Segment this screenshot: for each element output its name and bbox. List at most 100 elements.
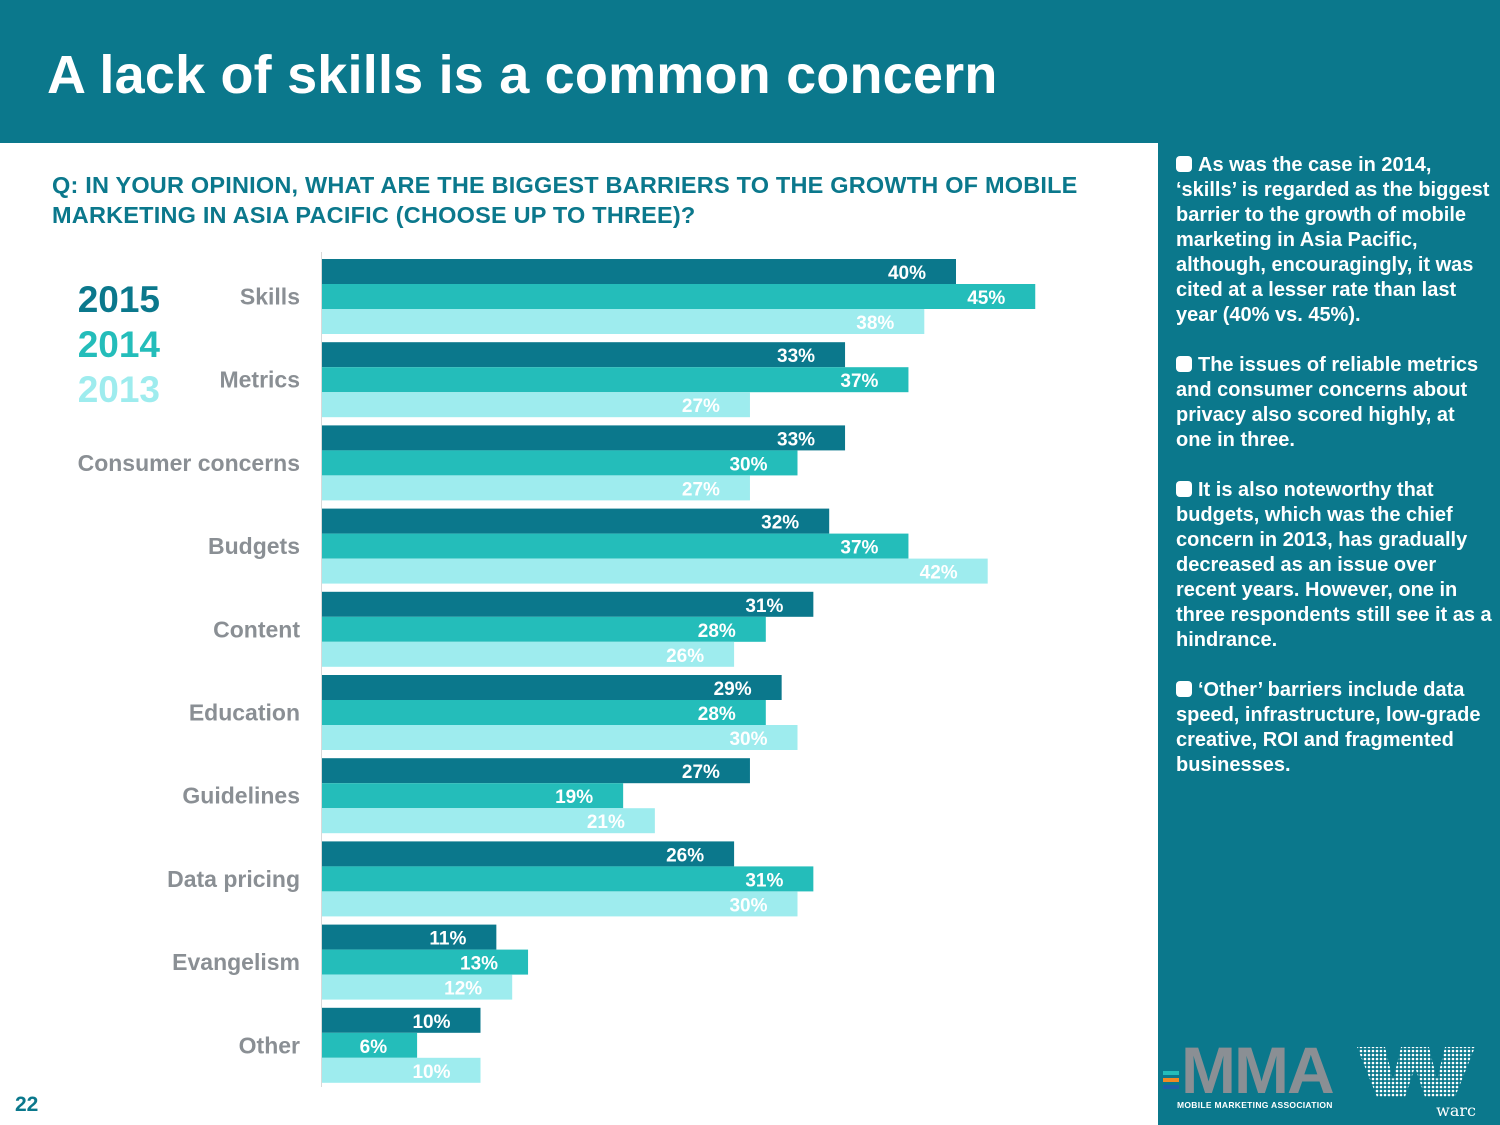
bar-2014 (322, 783, 624, 809)
data-label: 31% (745, 596, 783, 617)
bar-2015 (322, 924, 497, 950)
legend-2015: 2015 (77, 279, 160, 320)
data-label: 30% (729, 454, 767, 475)
barriers-bar-chart: Skills 40% 45% 38% Metrics 33% 37% 27% Consumer … (78, 252, 1036, 1087)
bar-2014 (322, 533, 909, 559)
bar-2013 (322, 891, 798, 917)
bar-2015 (322, 675, 782, 700)
data-label: 33% (777, 429, 815, 450)
commentary-notes: As was the case in 2014, ‘skills’ is reg… (1176, 153, 1494, 803)
bar-2015 (322, 259, 956, 284)
note-2: The issues of reliable metrics and consu… (1176, 353, 1494, 453)
category-label: Budgets (208, 533, 300, 559)
note-4: ‘Other’ barriers include data speed, inf… (1176, 678, 1494, 778)
data-label: 13% (460, 954, 498, 975)
survey-question: Q: IN YOUR OPINION, WHAT ARE THE BIGGEST… (52, 172, 1078, 228)
chart-legend: 2015 2014 2013 (60, 277, 160, 412)
data-label: 42% (920, 563, 958, 584)
page-title: A lack of skills is a common concern (47, 45, 998, 105)
warc-logo-text: warc (1436, 1101, 1476, 1120)
bullet-icon (1176, 156, 1192, 172)
bar-2013 (322, 558, 988, 584)
category-label: Education (189, 700, 300, 726)
data-label: 27% (682, 396, 720, 417)
data-label: 38% (856, 313, 894, 334)
bar-2014 (322, 367, 909, 393)
data-label: 29% (714, 679, 752, 700)
category-label: Evangelism (172, 949, 300, 975)
bullet-icon (1176, 481, 1192, 497)
data-label: 12% (444, 979, 482, 1000)
category-label: Skills (240, 284, 300, 310)
bar-2013 (322, 808, 655, 834)
bar-2013 (322, 475, 750, 501)
bar-2015 (322, 342, 846, 368)
bar-2013 (322, 641, 735, 667)
bar-2013 (322, 392, 750, 418)
bar-2015 (322, 508, 830, 534)
category-label: Guidelines (182, 783, 300, 809)
title-bar: A lack of skills is a common concern (0, 0, 1500, 143)
bar-2014 (322, 450, 798, 476)
data-label: 11% (429, 929, 466, 950)
data-label: 30% (729, 895, 767, 916)
page-number: 22 (15, 1093, 39, 1116)
data-label: 10% (412, 1062, 450, 1083)
bar-2014 (322, 866, 814, 892)
data-label: 28% (698, 704, 736, 725)
bar-2014 (322, 1032, 418, 1058)
data-label: 31% (745, 870, 783, 891)
bar-2013 (322, 725, 798, 750)
bar-2014 (322, 284, 1036, 309)
data-label: 30% (729, 729, 767, 750)
bar-2014 (322, 949, 529, 975)
data-label: 40% (888, 263, 926, 284)
data-label: 37% (840, 371, 878, 392)
bullet-icon (1176, 681, 1192, 697)
mma-logo-stripes (1163, 1071, 1179, 1092)
data-label: 21% (587, 812, 625, 833)
note-text: ‘Other’ barriers include data speed, inf… (1176, 679, 1481, 776)
data-label: 10% (412, 1012, 450, 1033)
bar-2015 (322, 1007, 481, 1033)
data-label: 37% (840, 538, 878, 559)
category-label: Metrics (219, 367, 300, 393)
warc-logo: warc (1355, 1045, 1480, 1120)
note-text: The issues of reliable metrics and consu… (1176, 354, 1479, 451)
data-label: 45% (967, 288, 1005, 309)
category-label: Consumer concerns (78, 450, 300, 476)
bar-2013 (322, 309, 925, 334)
category-label: Other (239, 1032, 300, 1058)
bar-2015 (322, 841, 735, 867)
bar-2014 (322, 700, 766, 725)
data-label: 33% (777, 346, 815, 367)
data-label: 26% (666, 845, 704, 866)
commentary-sidebar: As was the case in 2014, ‘skills’ is reg… (1158, 143, 1500, 1125)
bar-2015 (322, 758, 750, 784)
data-label: 19% (555, 787, 593, 808)
category-label: Data pricing (167, 866, 300, 892)
bar-2013 (322, 1057, 481, 1083)
bullet-icon (1176, 356, 1192, 372)
data-label: 26% (666, 646, 704, 667)
bar-2013 (322, 974, 513, 1000)
note-3: It is also noteworthy that budgets, whic… (1176, 478, 1494, 653)
data-label: 28% (698, 621, 736, 642)
data-label: 27% (682, 762, 720, 783)
bar-2015 (322, 425, 846, 451)
data-label: 6% (360, 1037, 388, 1058)
bar-2015 (322, 591, 814, 617)
data-label: 32% (761, 513, 799, 534)
note-text: It is also noteworthy that budgets, whic… (1176, 479, 1492, 651)
bar-2014 (322, 616, 766, 642)
legend-2014: 2014 (77, 324, 160, 365)
legend-2013: 2013 (77, 369, 160, 410)
data-label: 27% (682, 479, 720, 500)
note-1: As was the case in 2014, ‘skills’ is reg… (1176, 153, 1494, 328)
note-text: As was the case in 2014, ‘skills’ is reg… (1176, 154, 1490, 326)
mma-logo-text: MMA (1181, 1033, 1335, 1107)
mma-logo: MMA MOBILE MARKETING ASSOCIATION (1163, 1037, 1353, 1113)
warc-logo-mark (1357, 1047, 1475, 1097)
category-label: Content (213, 616, 300, 642)
mma-logo-subtitle: MOBILE MARKETING ASSOCIATION (1177, 1100, 1333, 1110)
